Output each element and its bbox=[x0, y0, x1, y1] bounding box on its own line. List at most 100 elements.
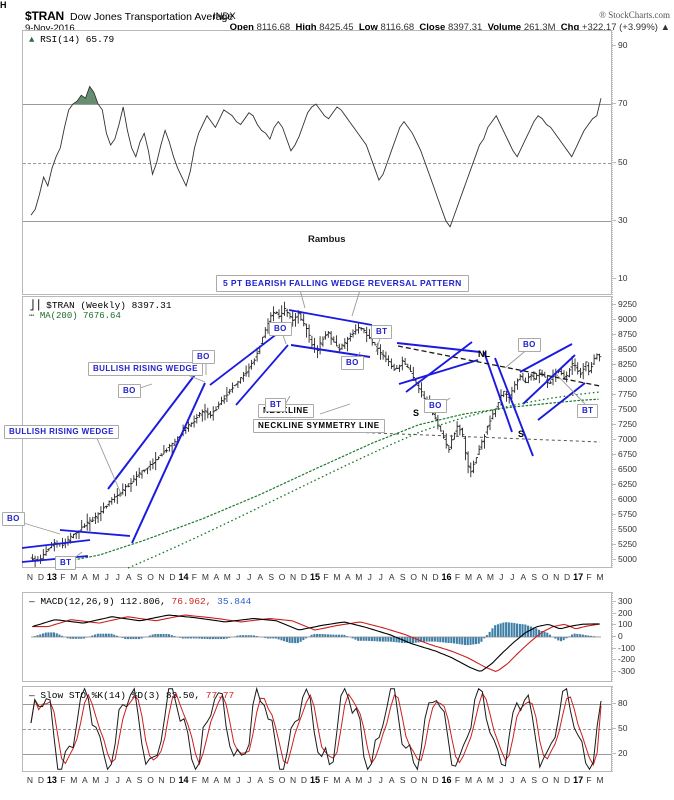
y-axis-tick-mark bbox=[612, 728, 616, 729]
y-axis-tick-mark bbox=[612, 219, 616, 221]
y-axis-tick-label: 5500 bbox=[618, 523, 637, 534]
y-axis-tick-mark bbox=[612, 453, 616, 455]
x-axis-month-label: N bbox=[158, 572, 165, 582]
y-axis-tick-label: 7750 bbox=[618, 388, 637, 399]
x-axis-month-label: F bbox=[586, 775, 592, 785]
rsi-line-series bbox=[30, 85, 602, 228]
x-axis-month-label: D bbox=[169, 775, 176, 785]
x-axis-month-label: A bbox=[81, 775, 88, 785]
ohlc-quote-bar: Open 8116.68 High 8425.45 Low 8116.68 Cl… bbox=[230, 22, 670, 33]
ma200-title-text: MA(200) 7676.64 bbox=[39, 311, 121, 321]
breakout-label-bo-5[interactable]: BO bbox=[341, 356, 364, 370]
sto-panel[interactable]: — Slow STO %K(14) %D(3) 83.50, 77.77 bbox=[22, 686, 612, 772]
neckline-symmetry-line-label[interactable]: NECKLINE SYMMETRY LINE bbox=[253, 419, 385, 433]
x-axis-month-label: J bbox=[104, 572, 109, 582]
backtest-label-bt-3[interactable]: BT bbox=[371, 325, 393, 339]
y-axis-tick-mark bbox=[612, 702, 616, 704]
macd-series bbox=[31, 614, 601, 672]
x-axis-month-label: M bbox=[201, 572, 209, 582]
y-axis-tick-mark bbox=[612, 612, 616, 614]
y-axis-tick-label: 100 bbox=[618, 619, 633, 630]
y-axis-tick-mark bbox=[612, 438, 616, 440]
x-axis-month-label: A bbox=[81, 572, 88, 582]
breakout-label-bo-6[interactable]: BO bbox=[424, 399, 447, 413]
y-axis-tick-label: 8750 bbox=[618, 328, 637, 339]
breakout-label-bo-2[interactable]: BO bbox=[118, 384, 141, 398]
x-axis-dates: N D 13 F M A M J J A S O N D 14 F M A M J J A S O N D 15 F M A M J J A S O N… bbox=[0, 572, 674, 586]
y-axis-tick-label: 9250 bbox=[618, 298, 637, 309]
high-value: 8425.45 bbox=[319, 22, 354, 33]
x-axis-month-label: A bbox=[257, 775, 264, 785]
breakout-label-bo-4[interactable]: BO bbox=[269, 322, 292, 336]
rsi-indicator-icon: ▲ bbox=[29, 35, 35, 45]
bullish-rising-wedge-label-2[interactable]: BULLISH RISING WEDGE bbox=[4, 425, 119, 439]
y-axis-tick-label: 6500 bbox=[618, 463, 637, 474]
x-axis-month-label: S bbox=[399, 775, 406, 785]
x-axis-month-label: O bbox=[147, 572, 154, 582]
x-axis-month-label: J bbox=[367, 775, 372, 785]
y-axis-tick-label: 0 bbox=[618, 631, 623, 641]
close-value: 8397.31 bbox=[447, 22, 483, 33]
right-shoulder-label: S bbox=[518, 429, 525, 439]
rsi-panel[interactable]: ▲ RSI(14) 65.79 bbox=[22, 30, 612, 295]
x-axis-month-label: F bbox=[60, 775, 66, 785]
macd-plot-area bbox=[23, 593, 611, 681]
rsi-title-value: 65.79 bbox=[85, 34, 115, 45]
x-axis-month-label: M bbox=[201, 775, 209, 785]
x-axis-dates-bottom: N D 13 F M A M J J A S O N D 14 F M A M J J A S O N D 15 F M A M J J A S O N… bbox=[0, 775, 674, 789]
x-axis-month-label: M bbox=[223, 572, 231, 582]
y-axis-tick-mark bbox=[612, 161, 616, 163]
y-axis-tick-label: 9000 bbox=[618, 313, 637, 324]
x-axis-month-label: S bbox=[136, 572, 143, 582]
x-axis-month-label: J bbox=[510, 572, 515, 582]
x-axis-month-label: M bbox=[333, 775, 341, 785]
price-panel-title: ⎦⎥ $TRAN (Weekly) 8397.31 bbox=[29, 300, 172, 311]
x-axis-month-label: A bbox=[520, 775, 527, 785]
x-axis-month-label: N bbox=[421, 775, 428, 785]
backtest-label-bt-2[interactable]: BT bbox=[265, 398, 287, 412]
x-axis-year-label: 16 bbox=[441, 572, 452, 582]
y-axis-tick-label: 10 bbox=[618, 273, 628, 284]
x-axis-year-label: 15 bbox=[309, 775, 321, 785]
breakout-label-bo-7[interactable]: BO bbox=[518, 338, 541, 352]
x-axis-month-label: M bbox=[486, 775, 494, 785]
x-axis-month-label: S bbox=[136, 775, 143, 785]
pattern-title-box[interactable]: 5 PT BEARISH FALLING WEDGE REVERSAL PATT… bbox=[216, 275, 469, 292]
sto-title-text: Slow STO %K(14) %D(3) 83.50, bbox=[40, 690, 201, 701]
reference-line bbox=[23, 729, 611, 730]
stockcharts-credit: ® StockCharts.com bbox=[599, 10, 670, 20]
x-axis-month-label: A bbox=[476, 775, 483, 785]
x-axis-year-label: 13 bbox=[46, 775, 57, 785]
x-axis-month-label: M bbox=[70, 775, 78, 785]
x-axis-month-label: D bbox=[300, 572, 308, 582]
breakout-label-bo-1[interactable]: BO bbox=[2, 512, 25, 526]
x-axis-month-label: S bbox=[268, 775, 275, 785]
macd-line-icon: — bbox=[29, 596, 35, 607]
backtest-label-bt-1[interactable]: BT bbox=[55, 556, 77, 570]
backtest-label-bt-4[interactable]: BT bbox=[577, 404, 599, 418]
y-axis-tick-mark bbox=[612, 393, 616, 395]
y-axis-tick-mark bbox=[612, 659, 616, 661]
macd-panel[interactable]: — MACD(12,26,9) 112.806, 76.962, 35.844 bbox=[22, 592, 612, 682]
y-axis-tick-label: 200 bbox=[618, 607, 633, 618]
x-axis-month-label: J bbox=[510, 775, 515, 785]
x-axis-month-label: J bbox=[247, 775, 252, 785]
x-axis-month-label: O bbox=[147, 775, 154, 785]
x-axis-month-label: F bbox=[191, 775, 197, 785]
x-axis-month-label: D bbox=[37, 572, 45, 582]
x-axis-month-label: D bbox=[432, 775, 439, 785]
breakout-label-bo-3[interactable]: BO bbox=[192, 350, 215, 364]
x-axis-month-label: J bbox=[499, 775, 504, 785]
y-axis-tick-mark bbox=[612, 378, 616, 380]
x-axis-month-label: M bbox=[223, 775, 231, 785]
macd-panel-title: — MACD(12,26,9) 112.806, 76.962, 35.844 bbox=[29, 596, 251, 607]
reference-line bbox=[23, 703, 611, 705]
y-axis-tick-mark bbox=[612, 513, 616, 515]
x-axis-month-label: N bbox=[553, 775, 560, 785]
x-axis-month-label: M bbox=[355, 572, 363, 582]
x-axis-month-label: A bbox=[125, 572, 132, 582]
bullish-rising-wedge-label-1[interactable]: BULLISH RISING WEDGE bbox=[88, 362, 203, 376]
x-axis-month-label: A bbox=[388, 572, 395, 582]
y-axis-tick-mark bbox=[612, 44, 616, 46]
